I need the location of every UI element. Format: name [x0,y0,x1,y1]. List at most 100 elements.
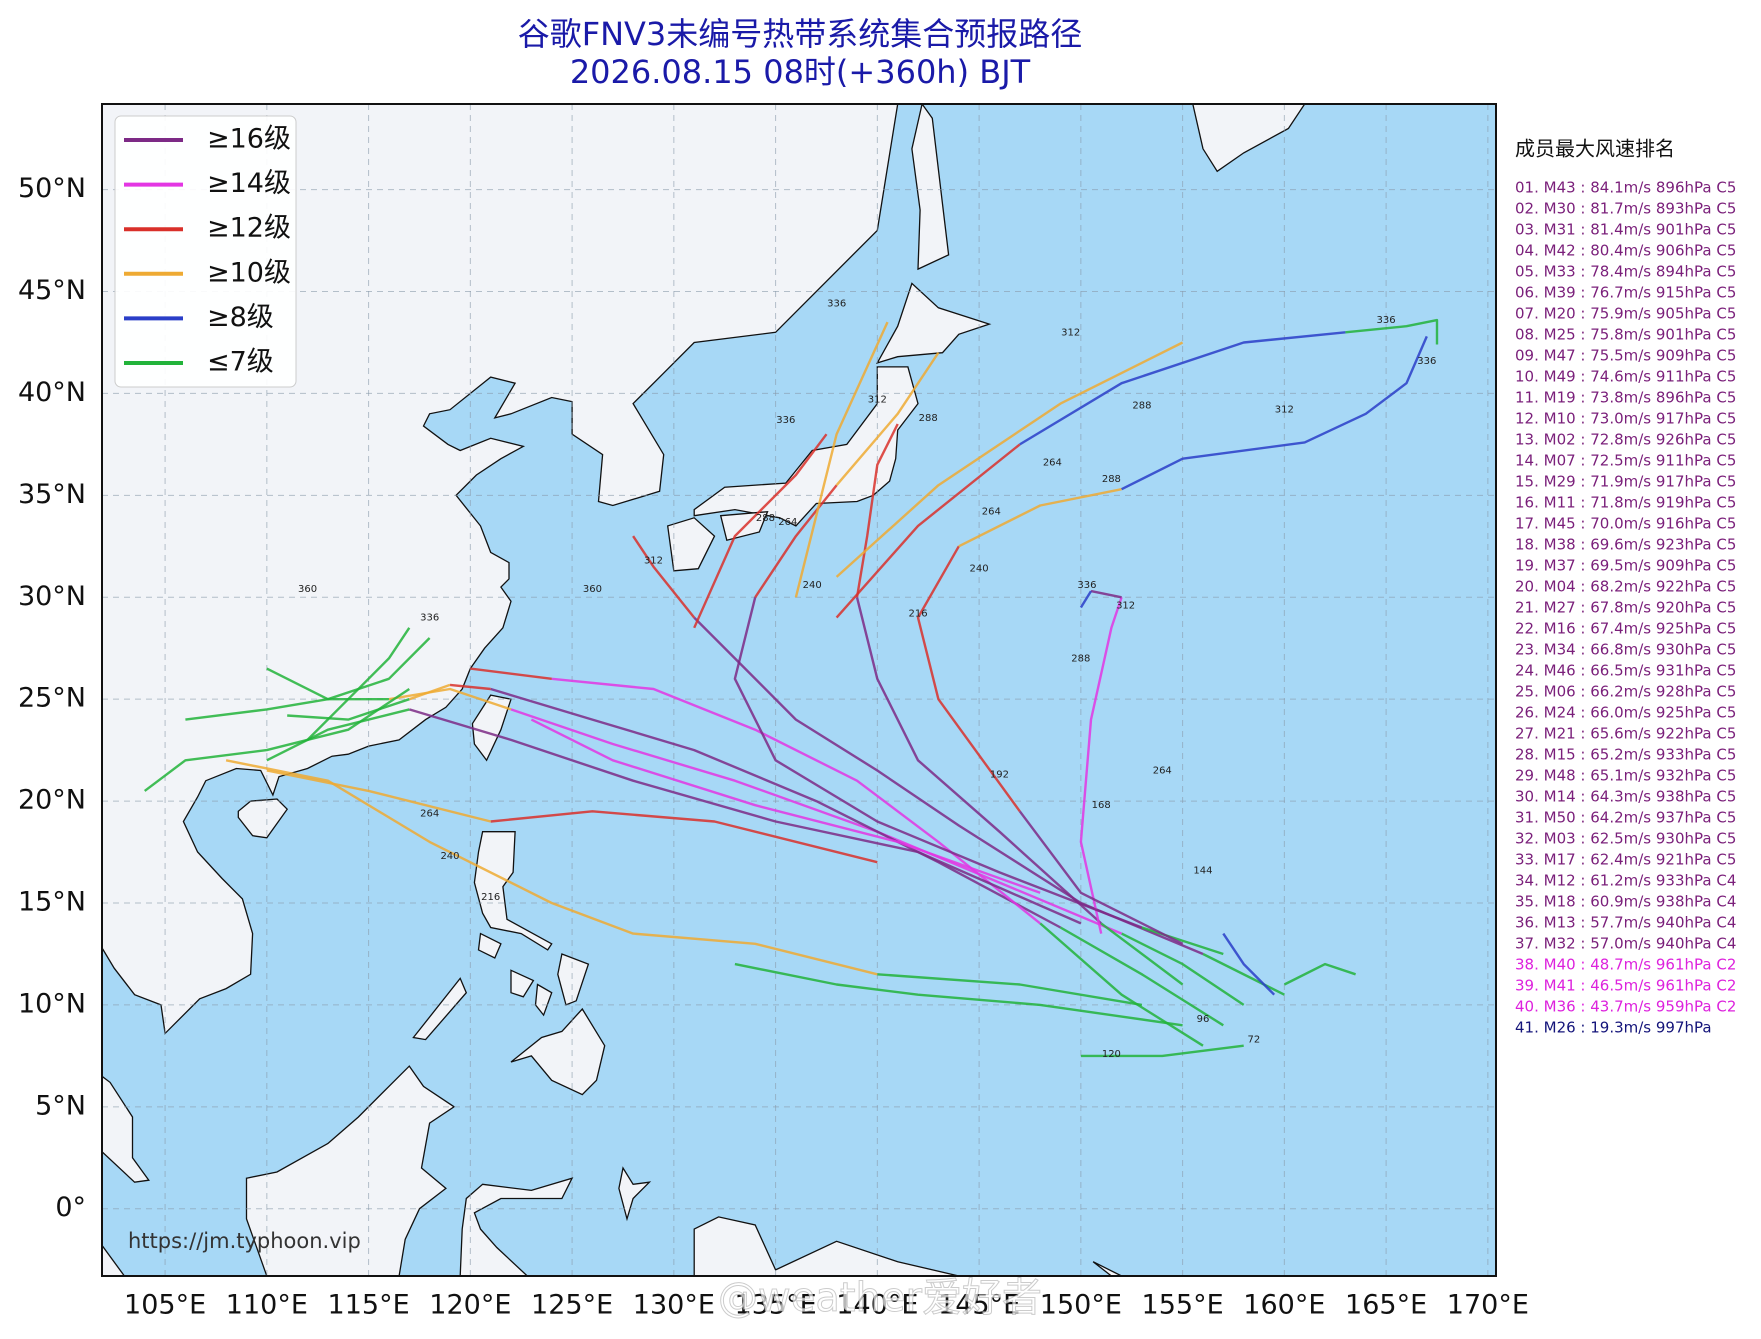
ranking-item: 08. M25 : 75.8m/s 901hPa C5 [1515,326,1736,344]
hour-label: 360 [583,584,602,595]
ranking-item: 01. M43 : 84.1m/s 896hPa C5 [1515,179,1736,197]
track-segment [855,597,1103,925]
x-tick-label: 120°E [429,1290,511,1321]
track-segment [1222,932,1276,996]
track-segment [408,683,451,701]
track-segment [1121,932,1245,1006]
track-segment [449,683,491,691]
ranking-item: 05. M33 : 78.4m/s 894hPa C5 [1515,263,1736,281]
x-tick-label: 170°E [1447,1290,1529,1321]
hour-label: 336 [1077,580,1096,591]
ranking-item: 12. M10 : 73.0m/s 917hPa C5 [1515,410,1736,428]
y-tick-label: 40°N [18,377,86,408]
track-segment [266,708,410,762]
x-tick-label: 150°E [1040,1290,1122,1321]
landmass [666,517,716,572]
legend-label: ≥16级 [207,124,291,155]
ranking-item: 18. M38 : 69.6m/s 923hPa C5 [1515,536,1736,554]
track-segment [835,352,940,486]
hour-label: 288 [1102,474,1121,485]
x-tick-label: 110°E [226,1290,308,1321]
y-tick-label: 30°N [18,581,86,612]
track-segment [1283,962,1356,986]
track-segment [1345,318,1439,345]
track-segment [287,698,410,721]
ranking-item: 21. M27 : 67.8m/s 920hPa C5 [1515,599,1736,617]
track-segment [734,962,1183,1027]
ranking-item: 16. M11 : 71.8m/s 919hPa C5 [1515,494,1736,512]
hour-label: 288 [919,413,938,424]
landmass [459,1177,574,1276]
hour-label: 312 [868,395,887,406]
hour-label: 72 [1247,1035,1260,1046]
ranking-item: 29. M48 : 65.1m/s 932hPa C5 [1515,767,1736,785]
track-segment [490,810,878,864]
grid-layer: 105°E 110°E 115°E 120°E 125°E 130°E 135°E 140°E… [18,104,1529,1321]
hour-label: 144 [1193,865,1212,876]
ranking-item: 32. M03 : 62.5m/s 930hPa C5 [1515,830,1736,848]
legend-label: ≥10级 [207,257,291,288]
hour-label: 312 [644,556,663,567]
track-segment [855,423,899,598]
ranking-item: 06. M39 : 76.7m/s 915hPa C5 [1515,284,1736,302]
ranking-item: 02. M30 : 81.7m/s 893hPa C5 [1515,200,1736,218]
ranking-item: 34. M12 : 61.2m/s 933hPa C4 [1515,872,1736,890]
legend: ≥16级 ≥14级 ≥12级 ≥10级 ≥8级 ≤7级 [124,124,291,378]
track-segment [1141,926,1224,956]
hour-label: 336 [1377,315,1396,326]
ranking-item: 30. M14 : 64.3m/s 938hPa C5 [1515,788,1736,806]
track-segment [916,545,1021,813]
track-segment [1121,335,1428,491]
hour-label: 336 [1417,356,1436,367]
ranking-item: 22. M16 : 67.4m/s 925hPa C5 [1515,620,1736,638]
x-tick-label: 145°E [938,1290,1020,1321]
hour-label: 240 [803,580,822,591]
landmass [618,1166,652,1222]
ranking-item: 33. M17 : 62.4m/s 921hPa C5 [1515,851,1736,869]
track-segment [143,688,410,792]
legend-label: ≤7级 [207,347,274,378]
landmass [693,366,919,527]
ranking-item: 28. M15 : 65.2m/s 933hPa C5 [1515,746,1736,764]
hour-label: 120 [1102,1049,1121,1060]
track-segment [510,708,1123,935]
ranking-item: 11. M19 : 73.8m/s 896hPa C5 [1515,389,1736,407]
legend-label: ≥14级 [207,168,291,199]
legend-label: ≥12级 [207,213,291,244]
hour-label: 216 [909,609,928,620]
track-segment [958,488,1122,548]
ranking-item: 13. M02 : 72.8m/s 926hPa C5 [1515,431,1736,449]
ranking-item: 40. M36 : 43.7m/s 959hPa C2 [1515,998,1736,1016]
x-tick-label: 115°E [328,1290,410,1321]
ranking-item: 39. M41 : 46.5m/s 961hPa C2 [1515,977,1736,995]
landmass [102,104,899,1035]
track-segment [490,687,1062,929]
landmass [102,1075,150,1183]
hour-label: 264 [420,808,439,819]
track-segment [225,759,878,976]
landmass [245,1065,456,1276]
track-segment [877,973,1143,1007]
y-tick-label: 10°N [18,988,86,1019]
hour-label: 240 [440,851,459,862]
y-tick-label: 35°N [18,479,86,510]
hour-label: 360 [298,584,317,595]
hour-label: 192 [990,770,1009,781]
ranking-item: 25. M06 : 66.2m/s 928hPa C5 [1515,683,1736,701]
hour-label-layer: 3363363363363363363123123123123122882882… [298,299,1436,1060]
hour-label: 288 [1071,653,1090,664]
ranking-item: 07. M20 : 75.9m/s 905hPa C5 [1515,305,1736,323]
track-segment [754,484,838,598]
track-segment [835,341,1184,578]
ranking-item: 37. M32 : 57.0m/s 940hPa C4 [1515,935,1736,953]
hour-label: 312 [1275,405,1294,416]
ranking-item: 27. M21 : 65.6m/s 922hPa C5 [1515,725,1736,743]
x-tick-label: 135°E [735,1290,817,1321]
hour-label: 288 [1132,401,1151,412]
track-segment [530,718,1041,894]
track-segment [1059,926,1224,1027]
track-segment [551,677,1041,925]
hour-label: 264 [778,517,797,528]
ranking-item: 35. M18 : 60.9m/s 938hPa C4 [1515,893,1736,911]
title: 谷歌FNV3未编号热带系统集合预报路径 [518,15,1083,53]
